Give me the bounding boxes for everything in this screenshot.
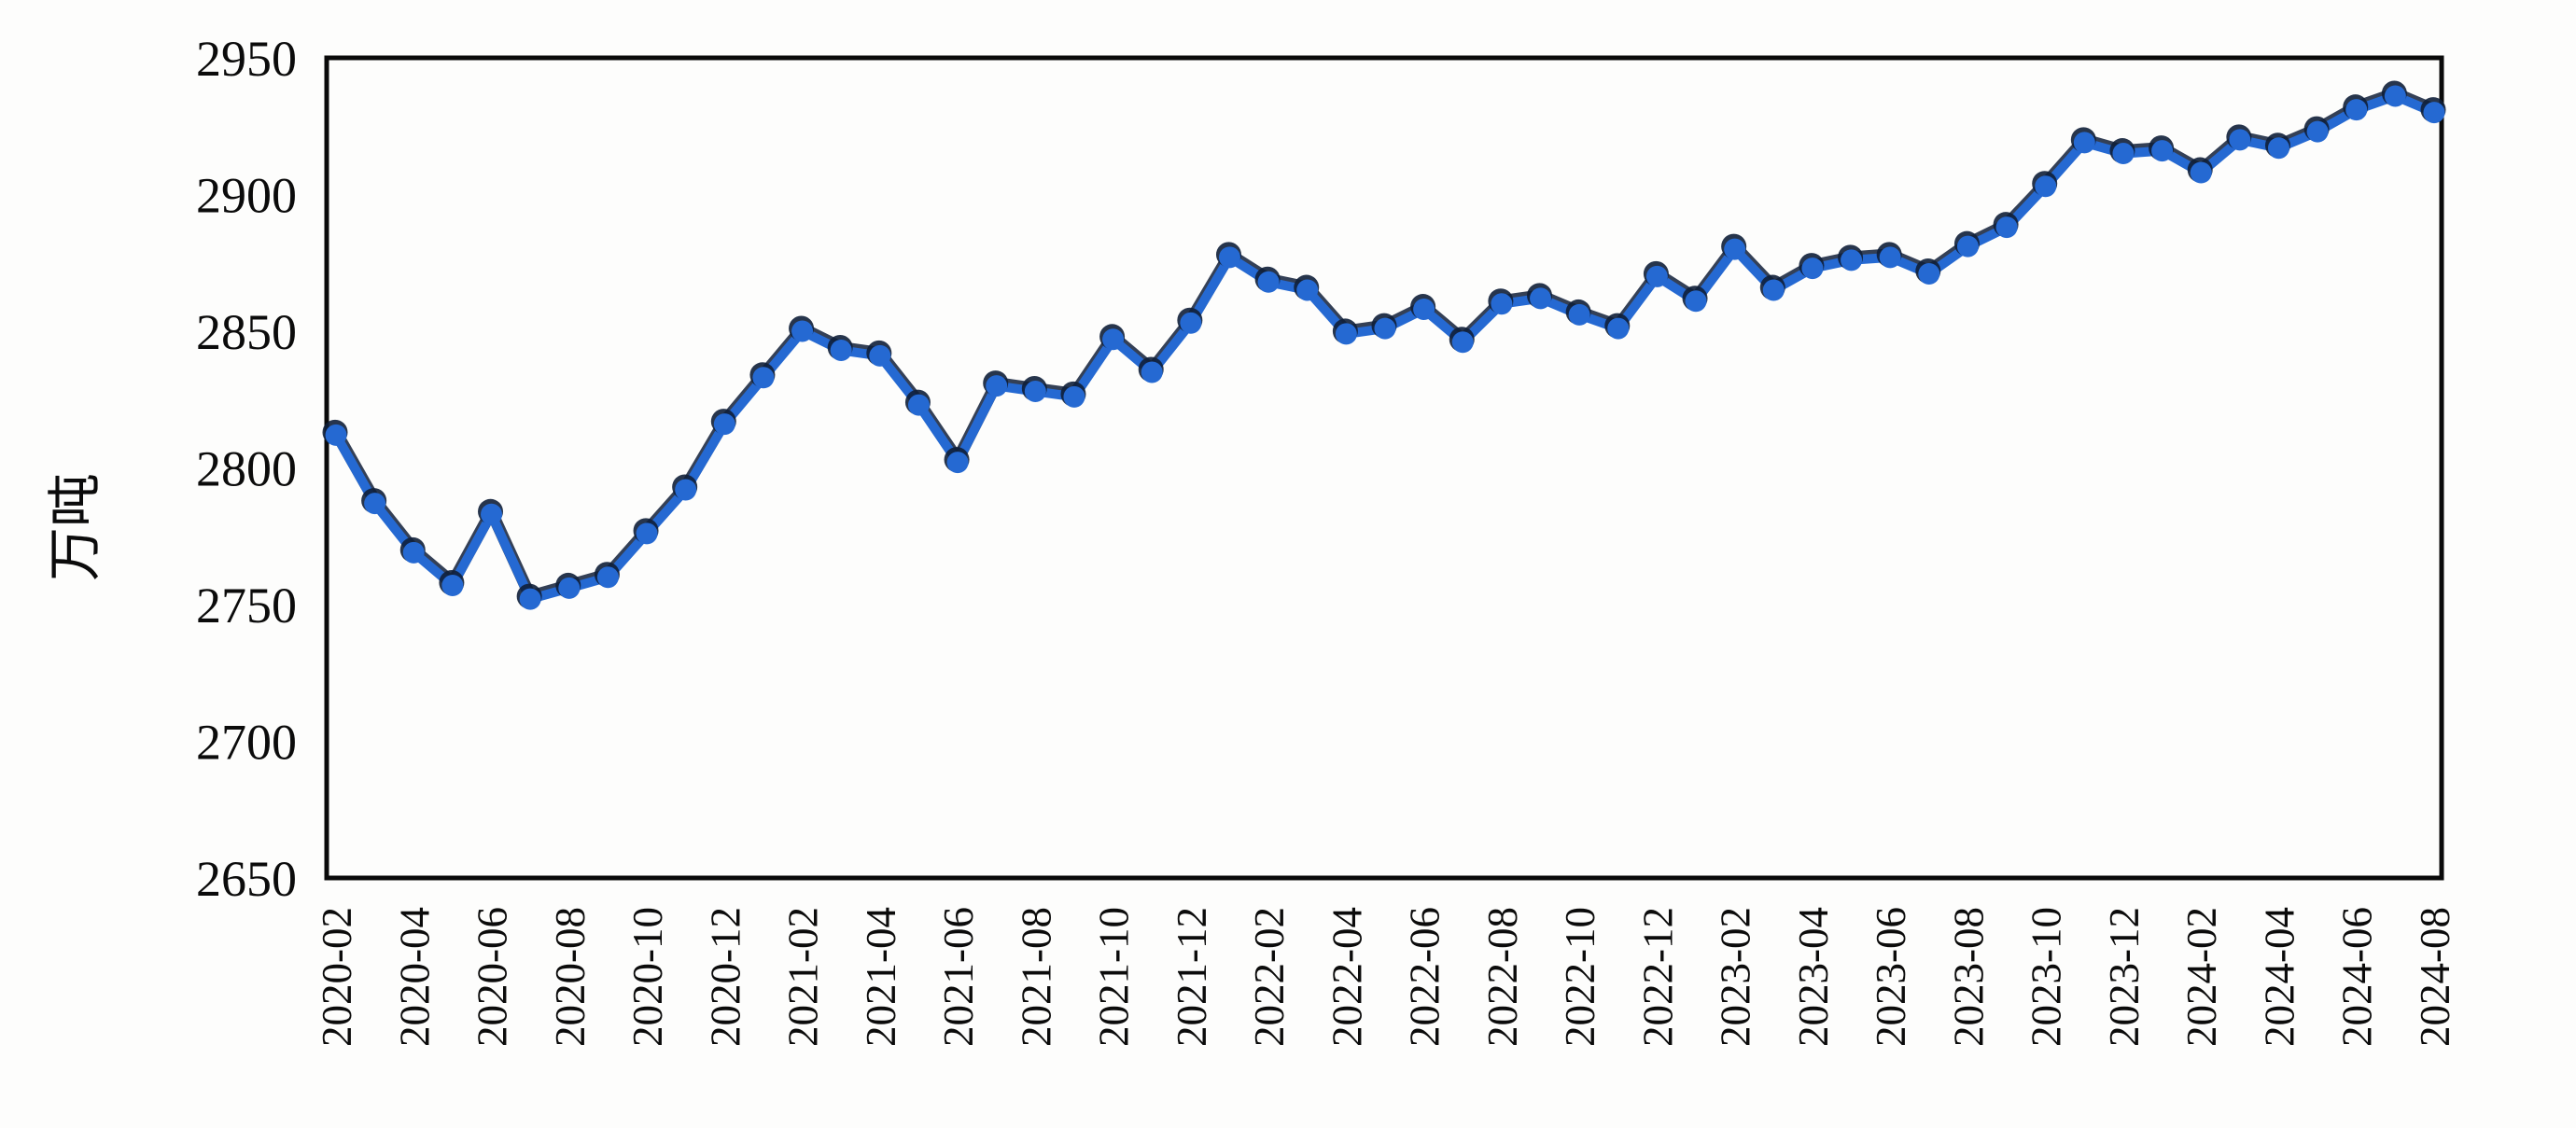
- data-point: [1607, 317, 1630, 340]
- x-tick-label: 2024-04: [2256, 907, 2303, 1047]
- data-point: [1063, 385, 1085, 408]
- data-point: [1724, 238, 1746, 260]
- data-point: [1451, 331, 1474, 354]
- data-point: [2306, 120, 2329, 143]
- x-tick-label: 2024-08: [2412, 907, 2458, 1047]
- y-tick-label: 2750: [196, 578, 297, 634]
- data-point: [1995, 216, 2018, 239]
- x-tick-label: 2021-04: [858, 907, 904, 1047]
- data-point: [1218, 246, 1240, 269]
- y-tick-label: 2700: [196, 715, 297, 771]
- data-point: [481, 503, 503, 525]
- x-tick-label: 2024-06: [2334, 907, 2381, 1047]
- data-point: [325, 424, 347, 446]
- x-tick-label: 2022-10: [1557, 907, 1603, 1047]
- x-tick-label: 2020-12: [702, 907, 749, 1047]
- data-point: [2112, 143, 2135, 165]
- x-tick-label: 2023-10: [2023, 907, 2070, 1047]
- y-axis-title: 万吨: [45, 473, 105, 581]
- data-point: [1956, 235, 1979, 258]
- data-point: [830, 340, 852, 362]
- x-tick-label: 2020-08: [547, 907, 594, 1047]
- data-point: [1141, 361, 1163, 383]
- x-tick-label: 2023-04: [1790, 907, 1837, 1047]
- x-tick-label: 2022-06: [1402, 907, 1449, 1047]
- data-point: [986, 375, 1008, 397]
- data-point: [1374, 317, 1396, 340]
- data-point: [752, 367, 775, 389]
- data-point: [1491, 293, 1513, 315]
- data-point: [636, 522, 658, 545]
- data-point: [402, 541, 425, 564]
- data-point: [1645, 265, 1668, 287]
- data-point: [791, 320, 814, 342]
- data-point: [441, 574, 464, 596]
- x-tick-label: 2021-10: [1091, 907, 1138, 1047]
- x-tick-label: 2023-08: [1945, 907, 1992, 1047]
- data-point: [364, 493, 386, 515]
- data-point: [1024, 380, 1046, 402]
- data-point: [2073, 132, 2095, 154]
- data-point: [1841, 249, 1863, 272]
- y-tick-label: 2900: [196, 168, 297, 224]
- data-point: [1801, 258, 1824, 280]
- data-point: [946, 452, 969, 474]
- data-point: [1413, 299, 1435, 321]
- x-tick-label: 2024-02: [2178, 907, 2225, 1047]
- y-tick-label: 2800: [196, 441, 297, 497]
- y-tick-label: 2850: [196, 304, 297, 360]
- data-point: [2151, 140, 2174, 162]
- data-point: [2229, 129, 2251, 151]
- data-point: [1685, 290, 1707, 313]
- data-point: [1568, 303, 1590, 326]
- data-point: [2035, 175, 2057, 198]
- x-tick-label: 2023-06: [1868, 907, 1914, 1047]
- data-point: [2423, 102, 2445, 124]
- x-tick-label: 2021-02: [780, 907, 827, 1047]
- x-tick-label: 2023-12: [2101, 907, 2148, 1047]
- x-tick-label: 2020-04: [391, 907, 438, 1047]
- y-tick-label: 2950: [196, 31, 297, 87]
- data-point: [596, 566, 619, 589]
- x-tick-label: 2022-08: [1479, 907, 1526, 1047]
- data-point: [519, 588, 541, 610]
- data-point: [2267, 137, 2289, 160]
- data-point: [1257, 271, 1280, 293]
- data-point: [1335, 323, 1357, 345]
- data-point: [1762, 279, 1785, 301]
- data-point: [2190, 161, 2212, 184]
- x-tick-label: 2022-02: [1246, 907, 1293, 1047]
- x-tick-label: 2020-06: [469, 907, 516, 1047]
- x-tick-label: 2022-04: [1323, 907, 1370, 1047]
- data-point: [558, 577, 581, 599]
- x-tick-label: 2021-08: [1013, 907, 1059, 1047]
- data-point: [675, 479, 697, 501]
- x-tick-label: 2020-10: [624, 907, 671, 1047]
- x-tick-label: 2021-12: [1169, 907, 1215, 1047]
- data-point: [1530, 287, 1552, 310]
- data-point: [1180, 312, 1202, 334]
- x-tick-label: 2021-06: [935, 907, 982, 1047]
- x-tick-label: 2022-12: [1634, 907, 1681, 1047]
- data-point: [713, 413, 735, 436]
- x-tick-label: 2020-02: [314, 907, 360, 1047]
- x-tick-label: 2023-02: [1713, 907, 1759, 1047]
- plot-border: [324, 55, 2444, 881]
- data-point: [1879, 246, 1901, 269]
- data-point: [1918, 262, 1940, 285]
- data-point: [869, 344, 891, 367]
- y-tick-label: 2650: [196, 851, 297, 907]
- data-point: [2345, 99, 2368, 121]
- data-point: [1296, 279, 1319, 301]
- data-point: [907, 394, 930, 416]
- data-point: [2384, 85, 2406, 107]
- data-point: [1102, 328, 1125, 351]
